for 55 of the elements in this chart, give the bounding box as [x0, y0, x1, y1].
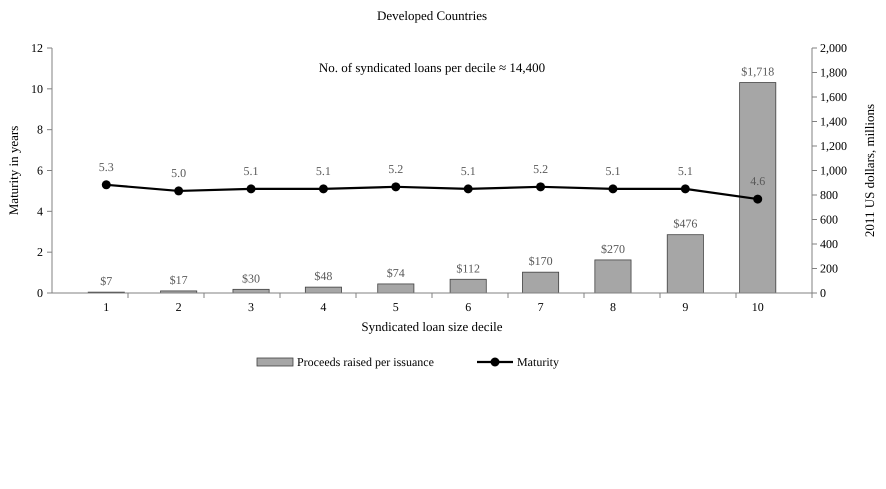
- annotation: No. of syndicated loans per decile ≈ 14,400: [318, 60, 546, 75]
- y2-tick-label: 200: [820, 262, 838, 276]
- y2-tick-label: 800: [820, 188, 838, 202]
- x-tick-label: 9: [682, 300, 688, 314]
- data-label: $112: [456, 261, 480, 276]
- data-label: 4.6: [750, 174, 766, 188]
- x-tick-label: 5: [392, 300, 399, 314]
- y-tick-label: 10: [31, 82, 43, 96]
- data-label: 5.0: [171, 166, 186, 180]
- x-tick-label: 10: [752, 300, 764, 314]
- legend-label: Maturity: [517, 355, 559, 369]
- data-label: $1,718: [741, 64, 774, 79]
- y-tick-label: 4: [37, 204, 43, 218]
- y-tick-label: 8: [37, 122, 43, 137]
- y2-tick-label: 1,600: [820, 90, 847, 104]
- data-label: $170: [528, 254, 553, 268]
- x-tick-label: 7: [538, 300, 544, 314]
- x-axis-title: Syndicated loan size decile: [361, 319, 503, 334]
- y2-axis-title: 2011 US dollars, millions: [862, 104, 877, 238]
- x-tick-label: 2: [176, 300, 182, 314]
- data-label: $48: [314, 269, 332, 284]
- y-tick-label: 12: [31, 41, 43, 55]
- y2-tick-label: 400: [820, 237, 838, 251]
- data-label: 5.1: [244, 164, 259, 178]
- y2-tick-label: 1,800: [820, 66, 847, 80]
- data-label: 5.2: [388, 162, 404, 176]
- data-label: $476: [673, 216, 698, 231]
- data-label: 5.1: [605, 164, 620, 178]
- data-label: 5.1: [316, 164, 331, 178]
- data-label: $17: [170, 272, 188, 287]
- y-tick-label: 2: [37, 245, 43, 260]
- data-label: $74: [386, 266, 405, 280]
- y2-tick-label: 1,400: [820, 114, 847, 128]
- y2-tick-label: 600: [820, 212, 838, 226]
- data-label: 5.3: [98, 160, 114, 174]
- y2-tick-label: 0: [820, 286, 826, 300]
- y-axis-title: Maturity in years: [6, 126, 21, 216]
- data-label: 5.1: [460, 164, 476, 178]
- data-label: $270: [600, 242, 625, 256]
- x-tick-label: 6: [465, 300, 472, 314]
- y-tick-label: 0: [37, 286, 43, 300]
- x-tick-label: 3: [248, 300, 254, 314]
- data-label: $7: [100, 274, 112, 288]
- data-label: 5.2: [533, 162, 548, 176]
- y2-tick-label: 1,200: [820, 139, 847, 153]
- y2-tick-label: 1,000: [820, 164, 847, 178]
- y-tick-label: 6: [37, 164, 43, 178]
- data-label: 5.1: [678, 164, 693, 178]
- legend-label: Proceeds raised per issuance: [297, 355, 434, 369]
- x-tick-label: 1: [103, 300, 110, 314]
- y2-tick-label: 2,000: [820, 41, 847, 55]
- chart-title: Developed Countries: [376, 8, 488, 23]
- data-label: $30: [242, 271, 260, 286]
- x-tick-label: 4: [320, 300, 326, 314]
- x-tick-label: 8: [610, 300, 616, 314]
